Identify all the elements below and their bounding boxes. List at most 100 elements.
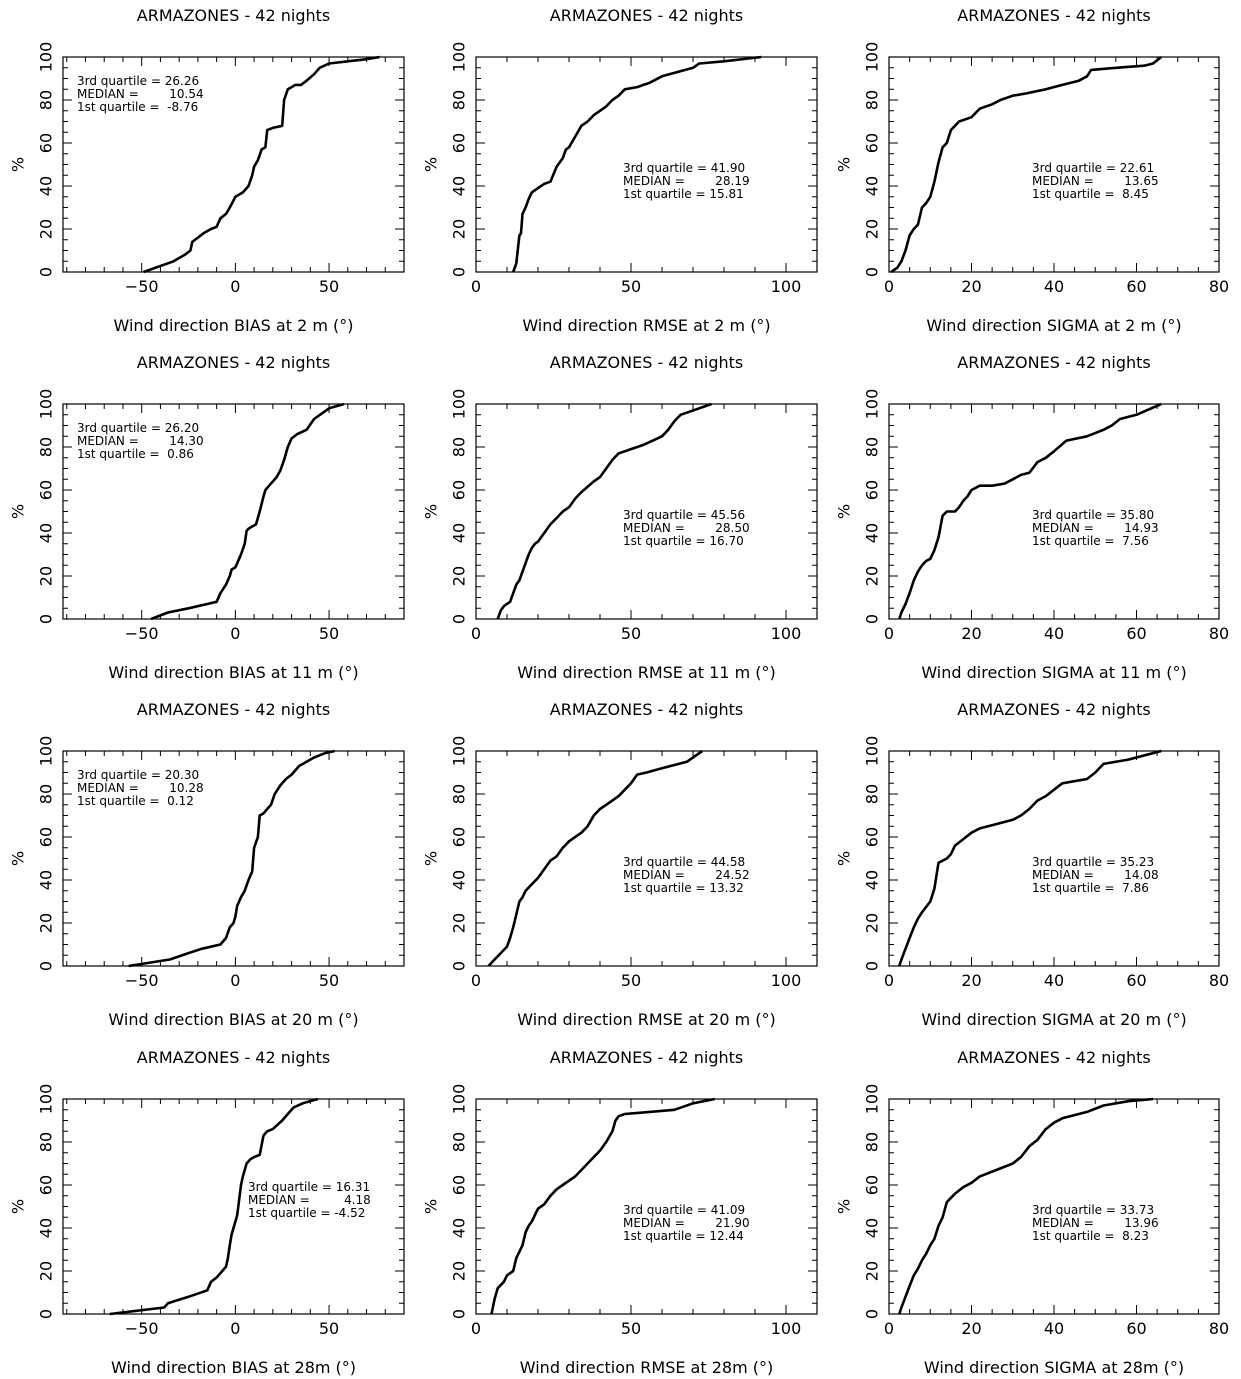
- stat-q3: 3rd quartile = 33.73: [1032, 1203, 1154, 1217]
- stat-q3: 3rd quartile = 41.90: [623, 161, 745, 175]
- x-tick-label: 40: [1044, 277, 1064, 296]
- x-axis-label: Wind direction BIAS at 11 m (°): [108, 663, 358, 682]
- y-tick-label: 20: [37, 913, 56, 933]
- y-tick-label: 40: [450, 523, 469, 543]
- cdf-series-line: [150, 402, 345, 621]
- chart-title: ARMAZONES - 42 nights: [137, 1048, 330, 1067]
- x-axis-label: Wind direction BIAS at 20 m (°): [108, 1010, 358, 1029]
- stat-q3: 3rd quartile = 20.30: [77, 768, 199, 782]
- x-tick-label: 20: [961, 971, 981, 990]
- y-tick-label: 40: [37, 1218, 56, 1238]
- stat-q1: 1st quartile = 8.23: [1032, 1229, 1149, 1243]
- y-tick-label: 40: [863, 523, 882, 543]
- y-axis-label: %: [9, 851, 28, 866]
- chart-title: ARMAZONES - 42 nights: [550, 700, 743, 719]
- x-tick-label: −50: [125, 971, 159, 990]
- y-tick-label: 80: [37, 90, 56, 110]
- x-tick-label: 40: [1044, 971, 1064, 990]
- stat-q3: 3rd quartile = 26.26: [77, 74, 199, 88]
- chart-panel-8: ARMAZONES - 42 nights 0 50 100 0 20 40 60 80 100%…: [422, 700, 818, 1029]
- y-tick-label: 60: [863, 1175, 882, 1195]
- y-tick-label: 0: [450, 614, 469, 624]
- y-tick-label: 100: [450, 1084, 469, 1115]
- y-axis-label: %: [835, 504, 854, 519]
- x-tick-label: 0: [230, 1319, 240, 1338]
- y-tick-label: 60: [863, 827, 882, 847]
- x-tick-label: 40: [1044, 624, 1064, 643]
- chart-title: ARMAZONES - 42 nights: [550, 1048, 743, 1067]
- x-tick-label: 0: [471, 971, 481, 990]
- y-tick-label: 100: [450, 389, 469, 420]
- y-tick-label: 100: [863, 1084, 882, 1115]
- stat-q1: 1st quartile = 15.81: [623, 187, 744, 201]
- chart-title: ARMAZONES - 42 nights: [550, 353, 743, 372]
- chart-title: ARMAZONES - 42 nights: [957, 6, 1150, 25]
- x-tick-label: 60: [1126, 277, 1146, 296]
- y-tick-label: 20: [450, 219, 469, 239]
- x-tick-label: 0: [230, 277, 240, 296]
- x-tick-label: 80: [1209, 1319, 1229, 1338]
- cdf-series-line: [511, 55, 762, 273]
- stat-median: MEDIAN = 14.08: [1032, 868, 1159, 882]
- y-tick-label: 100: [37, 1084, 56, 1115]
- cdf-series-line: [487, 749, 704, 967]
- y-tick-label: 80: [450, 437, 469, 457]
- y-axis-label: %: [422, 1199, 441, 1214]
- y-tick-label: 60: [37, 480, 56, 500]
- x-axis-label: Wind direction RMSE at 20 m (°): [517, 1010, 776, 1029]
- y-axis-label: %: [835, 157, 854, 172]
- y-axis-label: %: [422, 504, 441, 519]
- stat-q1: 1st quartile = 0.86: [77, 447, 194, 461]
- chart-panel-12: ARMAZONES - 42 nights 0 20 40 60 80 0 20 40 60 80 1…: [835, 1048, 1230, 1377]
- chart-panel-10: ARMAZONES - 42 nights −50 0 50 0 20 40 60 80 100%…: [9, 1048, 405, 1377]
- y-axis-label: %: [422, 851, 441, 866]
- chart-panel-5: ARMAZONES - 42 nights 0 50 100 0 20 40 60 80 100%…: [422, 353, 818, 682]
- stat-median: MEDIAN = 13.65: [1032, 174, 1159, 188]
- x-axis-label: Wind direction RMSE at 11 m (°): [517, 663, 776, 682]
- y-tick-label: 20: [863, 913, 882, 933]
- x-tick-label: 50: [621, 971, 641, 990]
- y-tick-label: 20: [863, 219, 882, 239]
- y-tick-label: 0: [450, 267, 469, 277]
- y-tick-label: 80: [37, 1132, 56, 1152]
- x-axis-label: Wind direction SIGMA at 28m (°): [924, 1358, 1184, 1377]
- x-tick-label: 0: [471, 1319, 481, 1338]
- y-tick-label: 80: [863, 1132, 882, 1152]
- x-tick-label: 50: [621, 624, 641, 643]
- chart-panel-4: ARMAZONES - 42 nights −50 0 50 0 20 40 60 80 100%…: [9, 353, 405, 682]
- x-tick-label: 80: [1209, 277, 1229, 296]
- stat-q3: 3rd quartile = 45.56: [623, 508, 745, 522]
- x-axis-label: Wind direction SIGMA at 2 m (°): [926, 316, 1181, 335]
- y-tick-label: 20: [37, 566, 56, 586]
- y-tick-label: 80: [863, 437, 882, 457]
- stat-median: MEDIAN = 10.28: [77, 781, 204, 795]
- stat-median: MEDIAN = 14.30: [77, 434, 204, 448]
- y-tick-label: 80: [37, 437, 56, 457]
- cdf-series-line: [496, 402, 713, 620]
- x-tick-label: 100: [771, 277, 802, 296]
- y-tick-label: 0: [37, 1309, 56, 1319]
- x-axis-label: Wind direction RMSE at 2 m (°): [522, 316, 770, 335]
- y-tick-label: 20: [37, 219, 56, 239]
- y-tick-label: 20: [450, 1261, 469, 1281]
- x-tick-label: 100: [771, 624, 802, 643]
- chart-panel-7: ARMAZONES - 42 nights −50 0 50 0 20 40 60 80 100%…: [9, 700, 405, 1029]
- chart-title: ARMAZONES - 42 nights: [137, 6, 330, 25]
- y-tick-label: 80: [863, 784, 882, 804]
- chart-title: ARMAZONES - 42 nights: [550, 6, 743, 25]
- y-tick-label: 80: [37, 784, 56, 804]
- x-axis-label: Wind direction SIGMA at 20 m (°): [921, 1010, 1186, 1029]
- x-tick-label: 50: [319, 971, 339, 990]
- stat-q1: 1st quartile = 16.70: [623, 534, 744, 548]
- x-axis-label: Wind direction RMSE at 28m (°): [520, 1358, 773, 1377]
- stat-median: MEDIAN = 28.50: [623, 521, 750, 535]
- stat-median: MEDIAN = 13.96: [1032, 1216, 1159, 1230]
- y-tick-label: 0: [37, 267, 56, 277]
- chart-title: ARMAZONES - 42 nights: [957, 1048, 1150, 1067]
- stat-q1: 1st quartile = 8.45: [1032, 187, 1149, 201]
- x-axis-label: Wind direction SIGMA at 11 m (°): [921, 663, 1186, 682]
- cdf-series-line: [898, 749, 1162, 967]
- x-tick-label: 0: [884, 277, 894, 296]
- stat-q1: 1st quartile = -8.76: [77, 100, 198, 114]
